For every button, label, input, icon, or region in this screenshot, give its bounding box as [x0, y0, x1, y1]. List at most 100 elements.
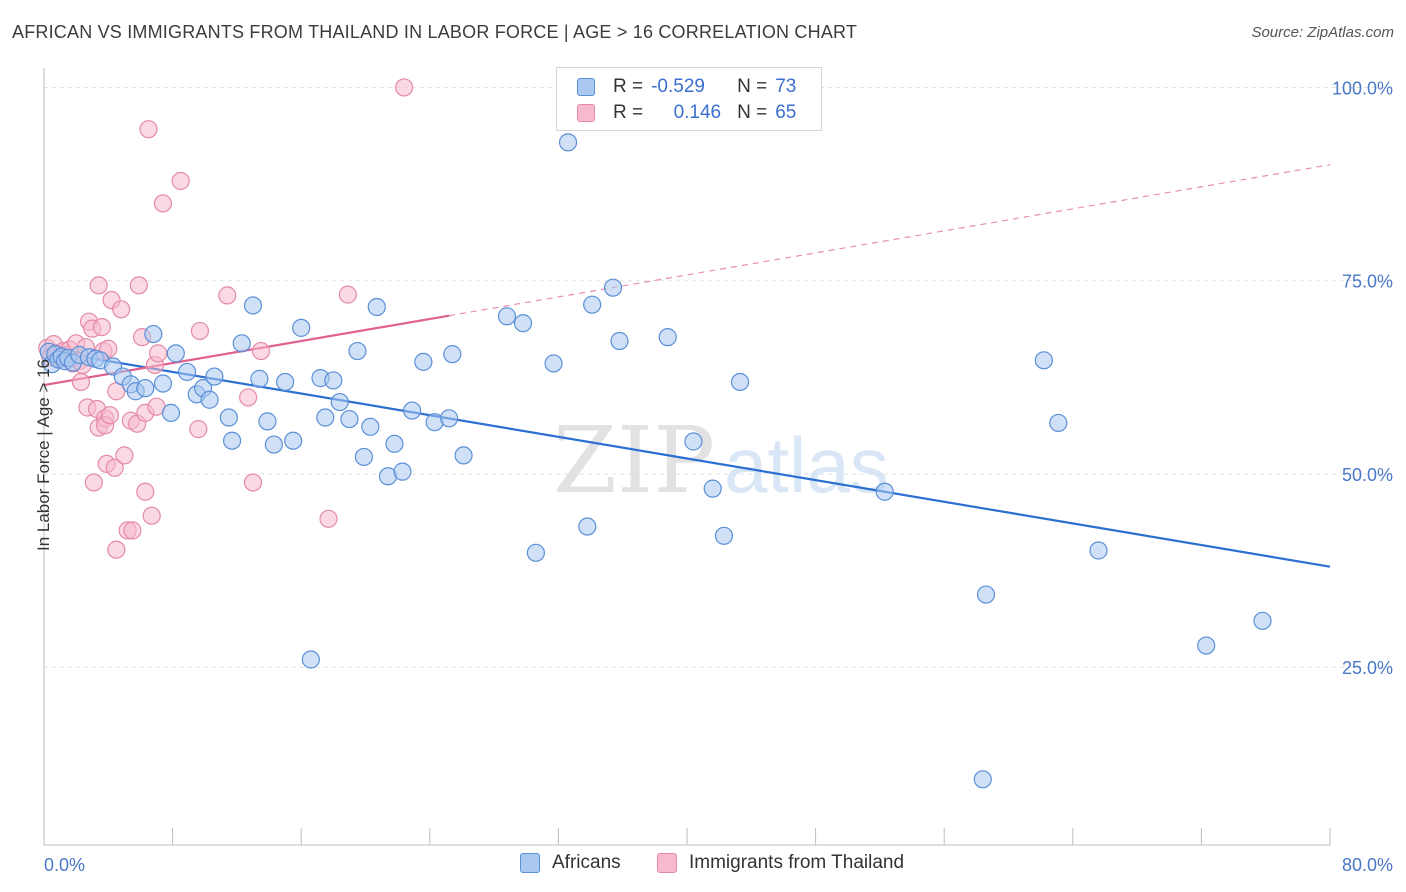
- data-point-thailand: [107, 540, 126, 559]
- data-point-africans: [348, 341, 367, 361]
- data-point-africans: [684, 432, 703, 451]
- data-point-africans: [603, 278, 623, 297]
- data-point-thailand: [190, 321, 210, 341]
- legend-label-thailand: Immigrants from Thailand: [689, 852, 905, 873]
- series-legend: Africans Immigrants from Thailand: [0, 852, 1406, 878]
- data-point-thailand: [89, 276, 108, 295]
- data-point-thailand: [105, 458, 124, 477]
- y-axis-label: In Labor Force | Age > 16: [34, 358, 53, 552]
- data-point-africans: [973, 770, 992, 789]
- data-point-africans: [166, 344, 185, 363]
- trend-line-thailand-extension: [448, 164, 1331, 317]
- data-point-africans: [219, 408, 238, 427]
- data-point-africans: [250, 369, 269, 388]
- data-point-africans: [544, 354, 563, 373]
- data-point-africans: [284, 431, 303, 450]
- data-point-africans: [1253, 611, 1272, 630]
- legend-r-label: R =: [613, 102, 644, 123]
- data-point-africans: [324, 371, 343, 390]
- legend-swatch-africans: [577, 78, 595, 96]
- legend-swatch-africans: [520, 853, 540, 873]
- chart-title: AFRICAN VS IMMIGRANTS FROM THAILAND IN L…: [12, 22, 858, 42]
- data-point-africans: [439, 409, 459, 428]
- data-point-africans: [243, 296, 263, 315]
- data-point-africans: [292, 318, 311, 337]
- data-point-thailand: [189, 420, 208, 439]
- legend-row-africans: R = -0.529 N = 73: [577, 75, 796, 99]
- data-point-africans: [610, 331, 629, 351]
- data-point-africans: [385, 434, 404, 453]
- data-point-africans: [403, 401, 422, 420]
- data-point-thailand: [71, 372, 91, 392]
- data-point-africans: [361, 417, 380, 436]
- data-point-africans: [1034, 351, 1053, 370]
- data-point-thailand: [394, 78, 414, 97]
- watermark: ZIP atlas: [553, 407, 889, 514]
- data-point-africans: [161, 403, 181, 422]
- grid-lines: [44, 86, 1392, 668]
- trend-line-africans: [43, 349, 1331, 568]
- data-point-thailand: [149, 344, 168, 363]
- data-point-africans: [497, 307, 517, 326]
- data-point-africans: [454, 446, 473, 465]
- data-point-africans: [330, 392, 349, 412]
- data-point-africans: [200, 390, 219, 409]
- series-africans-points: [39, 133, 1272, 789]
- correlation-legend: R = -0.529 N = 73 R = 0.146 N = 65: [556, 67, 822, 131]
- legend-r-value-thailand: 0.146: [673, 102, 722, 123]
- data-point-africans: [340, 409, 359, 429]
- data-point-africans: [354, 447, 373, 467]
- y-tick-label: 25.0%: [1342, 658, 1393, 678]
- axes: [43, 68, 1331, 846]
- y-tick-label: 100.0%: [1332, 78, 1393, 98]
- data-point-thailand: [153, 194, 173, 213]
- data-point-africans: [1049, 413, 1068, 433]
- x-tick-label: 0.0%: [44, 855, 85, 875]
- legend-item-thailand[interactable]: Immigrants from Thailand: [657, 852, 904, 874]
- data-point-africans: [730, 372, 750, 392]
- data-point-africans: [443, 345, 462, 364]
- data-point-africans: [714, 526, 734, 545]
- data-point-thailand: [243, 473, 263, 492]
- data-point-thailand: [100, 406, 120, 425]
- tick-labels: 25.0% 50.0% 75.0% 100.0% 0.0% 80.0%: [44, 78, 1393, 875]
- data-point-thailand: [136, 482, 155, 501]
- data-point-africans: [258, 412, 277, 431]
- data-point-africans: [703, 479, 722, 498]
- data-point-africans: [658, 328, 677, 347]
- data-point-thailand: [112, 300, 131, 319]
- data-point-africans: [205, 367, 224, 386]
- data-point-africans: [232, 334, 251, 353]
- legend-label-africans: Africans: [552, 852, 621, 873]
- legend-item-africans[interactable]: Africans: [520, 852, 621, 874]
- x-tick-label: 80.0%: [1342, 855, 1393, 875]
- data-point-africans: [144, 324, 163, 344]
- data-point-thailand: [239, 388, 258, 407]
- data-point-africans: [1089, 541, 1108, 560]
- data-point-thailand: [123, 521, 142, 540]
- legend-r-value-africans: -0.529: [651, 76, 705, 97]
- legend-n-value-thailand: 65: [775, 102, 797, 123]
- data-point-africans: [583, 295, 602, 314]
- data-point-africans: [264, 435, 283, 454]
- data-point-africans: [578, 517, 597, 536]
- data-point-africans: [367, 297, 386, 317]
- data-point-africans: [414, 352, 433, 371]
- data-point-africans: [177, 362, 197, 382]
- watermark-atlas: atlas: [724, 421, 889, 509]
- data-point-thailand: [84, 473, 103, 492]
- data-point-thailand: [218, 286, 237, 305]
- watermark-zip: ZIP: [553, 407, 715, 514]
- data-point-africans: [513, 314, 533, 333]
- data-point-africans: [875, 482, 894, 501]
- data-point-thailand: [115, 446, 134, 465]
- legend-n-value-africans: 73: [775, 76, 797, 97]
- legend-swatch-thailand: [577, 104, 595, 122]
- data-point-thailand: [139, 120, 158, 139]
- data-point-thailand: [142, 506, 161, 525]
- data-point-thailand: [129, 276, 148, 295]
- legend-n-label: N =: [737, 76, 768, 97]
- legend-row-thailand: R = 0.146 N = 65: [577, 101, 796, 125]
- data-point-africans: [301, 650, 320, 669]
- data-point-thailand: [92, 317, 111, 337]
